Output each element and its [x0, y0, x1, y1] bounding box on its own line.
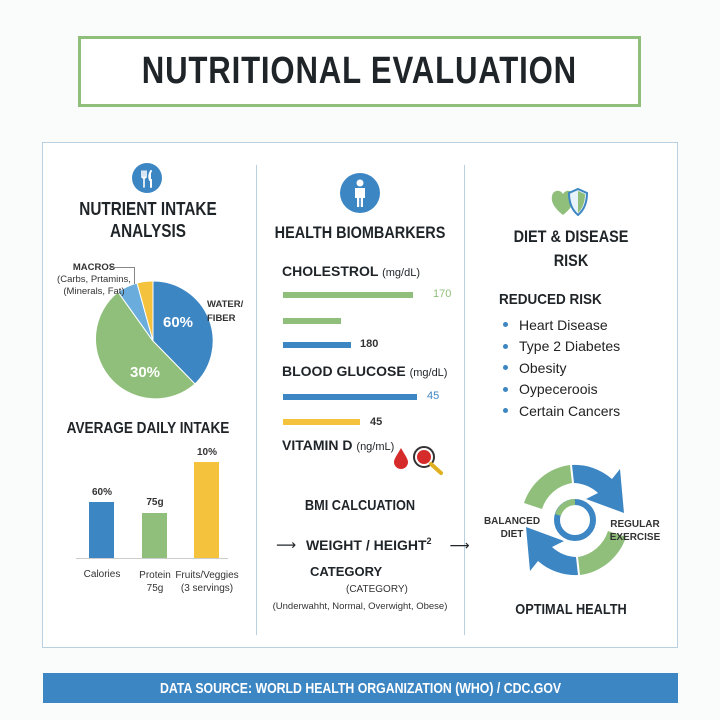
- water-fiber-label: WATER/ FIBER: [207, 298, 243, 326]
- title-box: NUTRITIONAL EVALUATION: [78, 36, 641, 107]
- cholesterol-label-text: CHOLESTROL: [282, 263, 379, 279]
- bullet-icon: [503, 408, 508, 414]
- bmi-exponent: 2: [426, 536, 432, 546]
- bar-protein-label-line2: 75g: [146, 583, 164, 594]
- bullet-icon: [503, 343, 508, 349]
- fork-knife-icon: [132, 163, 162, 198]
- risk-item-text: Certain Cancers: [519, 402, 621, 419]
- bar-baseline: [76, 558, 228, 559]
- blood-drop-icon: [393, 447, 409, 474]
- balanced-diet-line1: BALANCED: [483, 516, 541, 527]
- macros-label-line2: (Carbs, Prtamins,: [57, 274, 131, 285]
- biomarkers-title: HEALTH BIOMBARKERS: [274, 223, 446, 242]
- cholesterol-unit: (mg/dL): [382, 267, 420, 279]
- bar-calories-label: Calories: [83, 569, 121, 580]
- magnifier-icon: [411, 444, 445, 481]
- bullet-icon: [503, 322, 508, 328]
- column-divider: [256, 165, 257, 635]
- glucose-value: 45: [427, 390, 440, 402]
- pie-label-30: 30%: [130, 364, 161, 381]
- bar-calories: [89, 502, 114, 558]
- risk-item-text: Oypeceroois: [519, 381, 598, 398]
- vitamin-d-bar: [283, 419, 360, 425]
- nutrient-title-line1: NUTRIENT INTAKE: [79, 199, 217, 219]
- bullet-icon: [503, 365, 508, 371]
- balanced-diet-label: BALANCED DIET: [482, 515, 542, 541]
- bmi-category: CATEGORY: [310, 564, 383, 579]
- glucose-label: BLOOD GLUCOSE (mg/dL): [282, 363, 447, 379]
- bar-protein: [142, 513, 167, 558]
- glucose-label-text: BLOOD GLUCOSE: [282, 363, 406, 379]
- bar-calories-value: 60%: [91, 487, 112, 498]
- risk-item: Heart Disease: [503, 314, 620, 336]
- optimal-health-label: OPTIMAL HEALTH: [515, 601, 627, 618]
- risk-item: Oypeceroois: [503, 379, 620, 401]
- risk-item: Certain Cancers: [503, 400, 620, 422]
- nutrient-title-line2: ANALYSIS: [110, 221, 186, 241]
- risk-item-text: Heart Disease: [519, 316, 608, 333]
- disease-title: DIET & DISEASE RISK: [482, 225, 661, 273]
- bmi-formula: WEIGHT / HEIGHT: [305, 536, 427, 553]
- reduced-risk-title: REDUCED RISK: [499, 291, 602, 308]
- bmi-formula-row: ⟶ WEIGHT / HEIGHT2 ⟶: [276, 536, 470, 554]
- avg-intake-title: AVERAGE DAILY INTAKE: [66, 420, 230, 437]
- vitamin-d-value: 45: [370, 416, 383, 428]
- risk-item: Type 2 Diabetes: [503, 336, 620, 358]
- risk-item: Obesity: [503, 357, 620, 379]
- bar-protein-value: 75g: [146, 497, 164, 508]
- glucose-unit: (mg/dL): [409, 367, 448, 379]
- regular-exercise-label: REGULAR EXERCISE: [604, 518, 666, 544]
- cholesterol-label: CHOLESTROL (mg/dL): [282, 263, 420, 279]
- arrow-right-icon: ⟶: [449, 536, 470, 553]
- bar-protein-label: Protein 75g: [125, 569, 185, 595]
- page-title: NUTRITIONAL EVALUATION: [141, 50, 578, 92]
- bar-fruits-label-line1: Fruits/Veggies: [175, 570, 239, 581]
- risk-item-text: Type 2 Diabetes: [519, 338, 621, 355]
- nutrient-title: NUTRIENT INTAKE ANALYSIS: [63, 198, 233, 242]
- disease-title-line2: RISK: [553, 251, 589, 270]
- risk-item-text: Obesity: [519, 359, 567, 376]
- bar-fruits-label-line2: (3 servings): [180, 583, 234, 594]
- vitamin-d-label: VITAMIN D (ng/mL): [282, 437, 394, 453]
- cholesterol-value-2: 180: [360, 338, 379, 350]
- regular-exercise-line2: EXERCISE: [609, 532, 661, 543]
- cholesterol-bar-3: [283, 342, 351, 348]
- cholesterol-bar-1: [283, 292, 413, 298]
- disease-title-line1: DIET & DISEASE: [513, 227, 629, 246]
- data-source-banner: DATA SOURCE: WORLD HEALTH ORGANIZATION (…: [43, 673, 678, 703]
- bmi-category-sub: (CATEGORY): [346, 584, 408, 595]
- bar-fruits-value: 10%: [196, 447, 217, 458]
- water-label-line2: FIBER: [207, 313, 236, 324]
- bmi-title: BMI CALCUATION: [304, 497, 416, 514]
- heart-shield-icon: [551, 187, 589, 222]
- bmi-categories: (Underwahht, Normal, Overwight, Obese): [272, 601, 448, 612]
- bar-fruits-label: Fruits/Veggies (3 servings): [172, 569, 242, 595]
- bullet-icon: [503, 386, 508, 392]
- risk-list: Heart Disease Type 2 Diabetes Obesity Oy…: [503, 314, 620, 422]
- vitamin-d-unit: (ng/mL): [356, 441, 395, 453]
- cholesterol-bar-2: [283, 318, 341, 324]
- pie-label-60: 60%: [163, 314, 194, 331]
- bar-fruits-veggies: [194, 462, 219, 558]
- column-divider: [464, 165, 465, 635]
- vitamin-d-label-text: VITAMIN D: [282, 437, 353, 453]
- bar-protein-label-line1: Protein: [139, 570, 171, 581]
- macros-leader-line: [110, 267, 135, 268]
- macros-leader-line: [134, 267, 135, 284]
- arrow-right-icon: ⟶: [276, 536, 297, 553]
- nutrient-pie-chart: [92, 280, 214, 407]
- glucose-bar: [283, 394, 417, 400]
- macros-label-line3: (Minerals, Fat): [63, 286, 125, 297]
- balanced-diet-line2: DIET: [500, 529, 524, 540]
- cholesterol-value-1: 170: [433, 288, 452, 300]
- macros-label-line1: MACROS: [72, 262, 116, 273]
- person-icon: [340, 173, 380, 218]
- macros-label: MACROS (Carbs, Prtamins, (Minerals, Fat): [49, 262, 139, 298]
- water-label-line1: WATER/: [207, 299, 244, 310]
- regular-exercise-line1: REGULAR: [610, 519, 660, 530]
- cycle-diagram: [510, 455, 640, 590]
- data-source-text: DATA SOURCE: WORLD HEALTH ORGANIZATION (…: [159, 679, 562, 697]
